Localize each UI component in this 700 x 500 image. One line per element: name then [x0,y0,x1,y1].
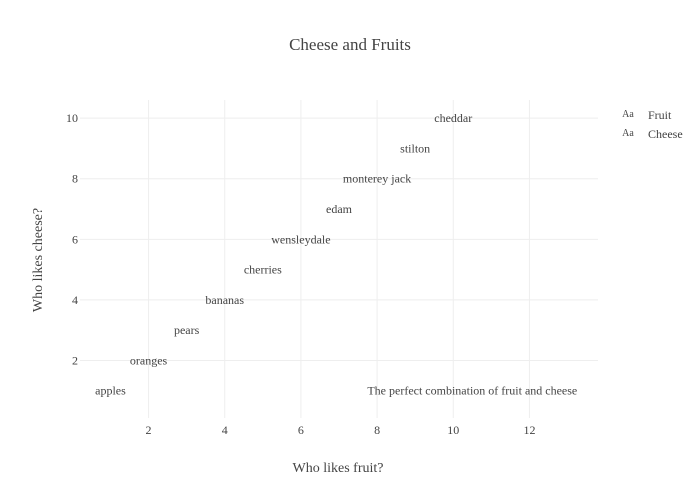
point-label: pears [174,323,200,337]
x-tick-label: 2 [146,423,152,437]
x-tick-label: 10 [447,423,459,437]
y-tick-label: 8 [72,172,78,186]
point-label: cherries [244,263,282,277]
legend-label: Cheese [648,127,683,141]
x-tick-label: 4 [222,423,228,437]
y-tick-label: 6 [72,232,78,246]
point-label: bananas [205,293,244,307]
data-labels: apples oranges pears bananas cherries wensley… [95,111,472,398]
x-axis-ticks: 2 4 6 8 10 12 [146,423,536,437]
y-axis-title: Who likes cheese? [31,208,46,312]
chart-title: Cheese and Fruits [289,35,411,54]
legend-label: Fruit [648,108,672,122]
x-tick-label: 12 [523,423,535,437]
y-axis-ticks: 2 4 6 8 10 [66,111,78,367]
point-label: stilton [400,141,430,155]
legend-marker: Aa [622,128,634,139]
point-label: cheddar [434,111,472,125]
y-tick-label: 2 [72,353,78,367]
point-label: wensleydale [271,232,330,246]
legend[interactable]: Aa Fruit Aa Cheese [622,108,682,141]
point-label: oranges [130,353,168,367]
legend-marker: Aa [622,109,634,120]
point-label: edam [326,202,353,216]
legend-item-cheese[interactable]: Aa Cheese [622,127,682,141]
x-tick-label: 6 [298,423,304,437]
annotation-text: The perfect combination of fruit and che… [367,384,577,398]
x-axis-title: Who likes fruit? [293,461,384,476]
annotations: The perfect combination of fruit and che… [367,384,577,398]
y-tick-label: 10 [66,111,78,125]
x-tick-label: 8 [374,423,380,437]
y-tick-label: 4 [72,293,78,307]
point-label: monterey jack [343,172,411,186]
legend-item-fruit[interactable]: Aa Fruit [622,108,672,122]
point-label: apples [95,384,126,398]
grid-lines [80,100,598,418]
